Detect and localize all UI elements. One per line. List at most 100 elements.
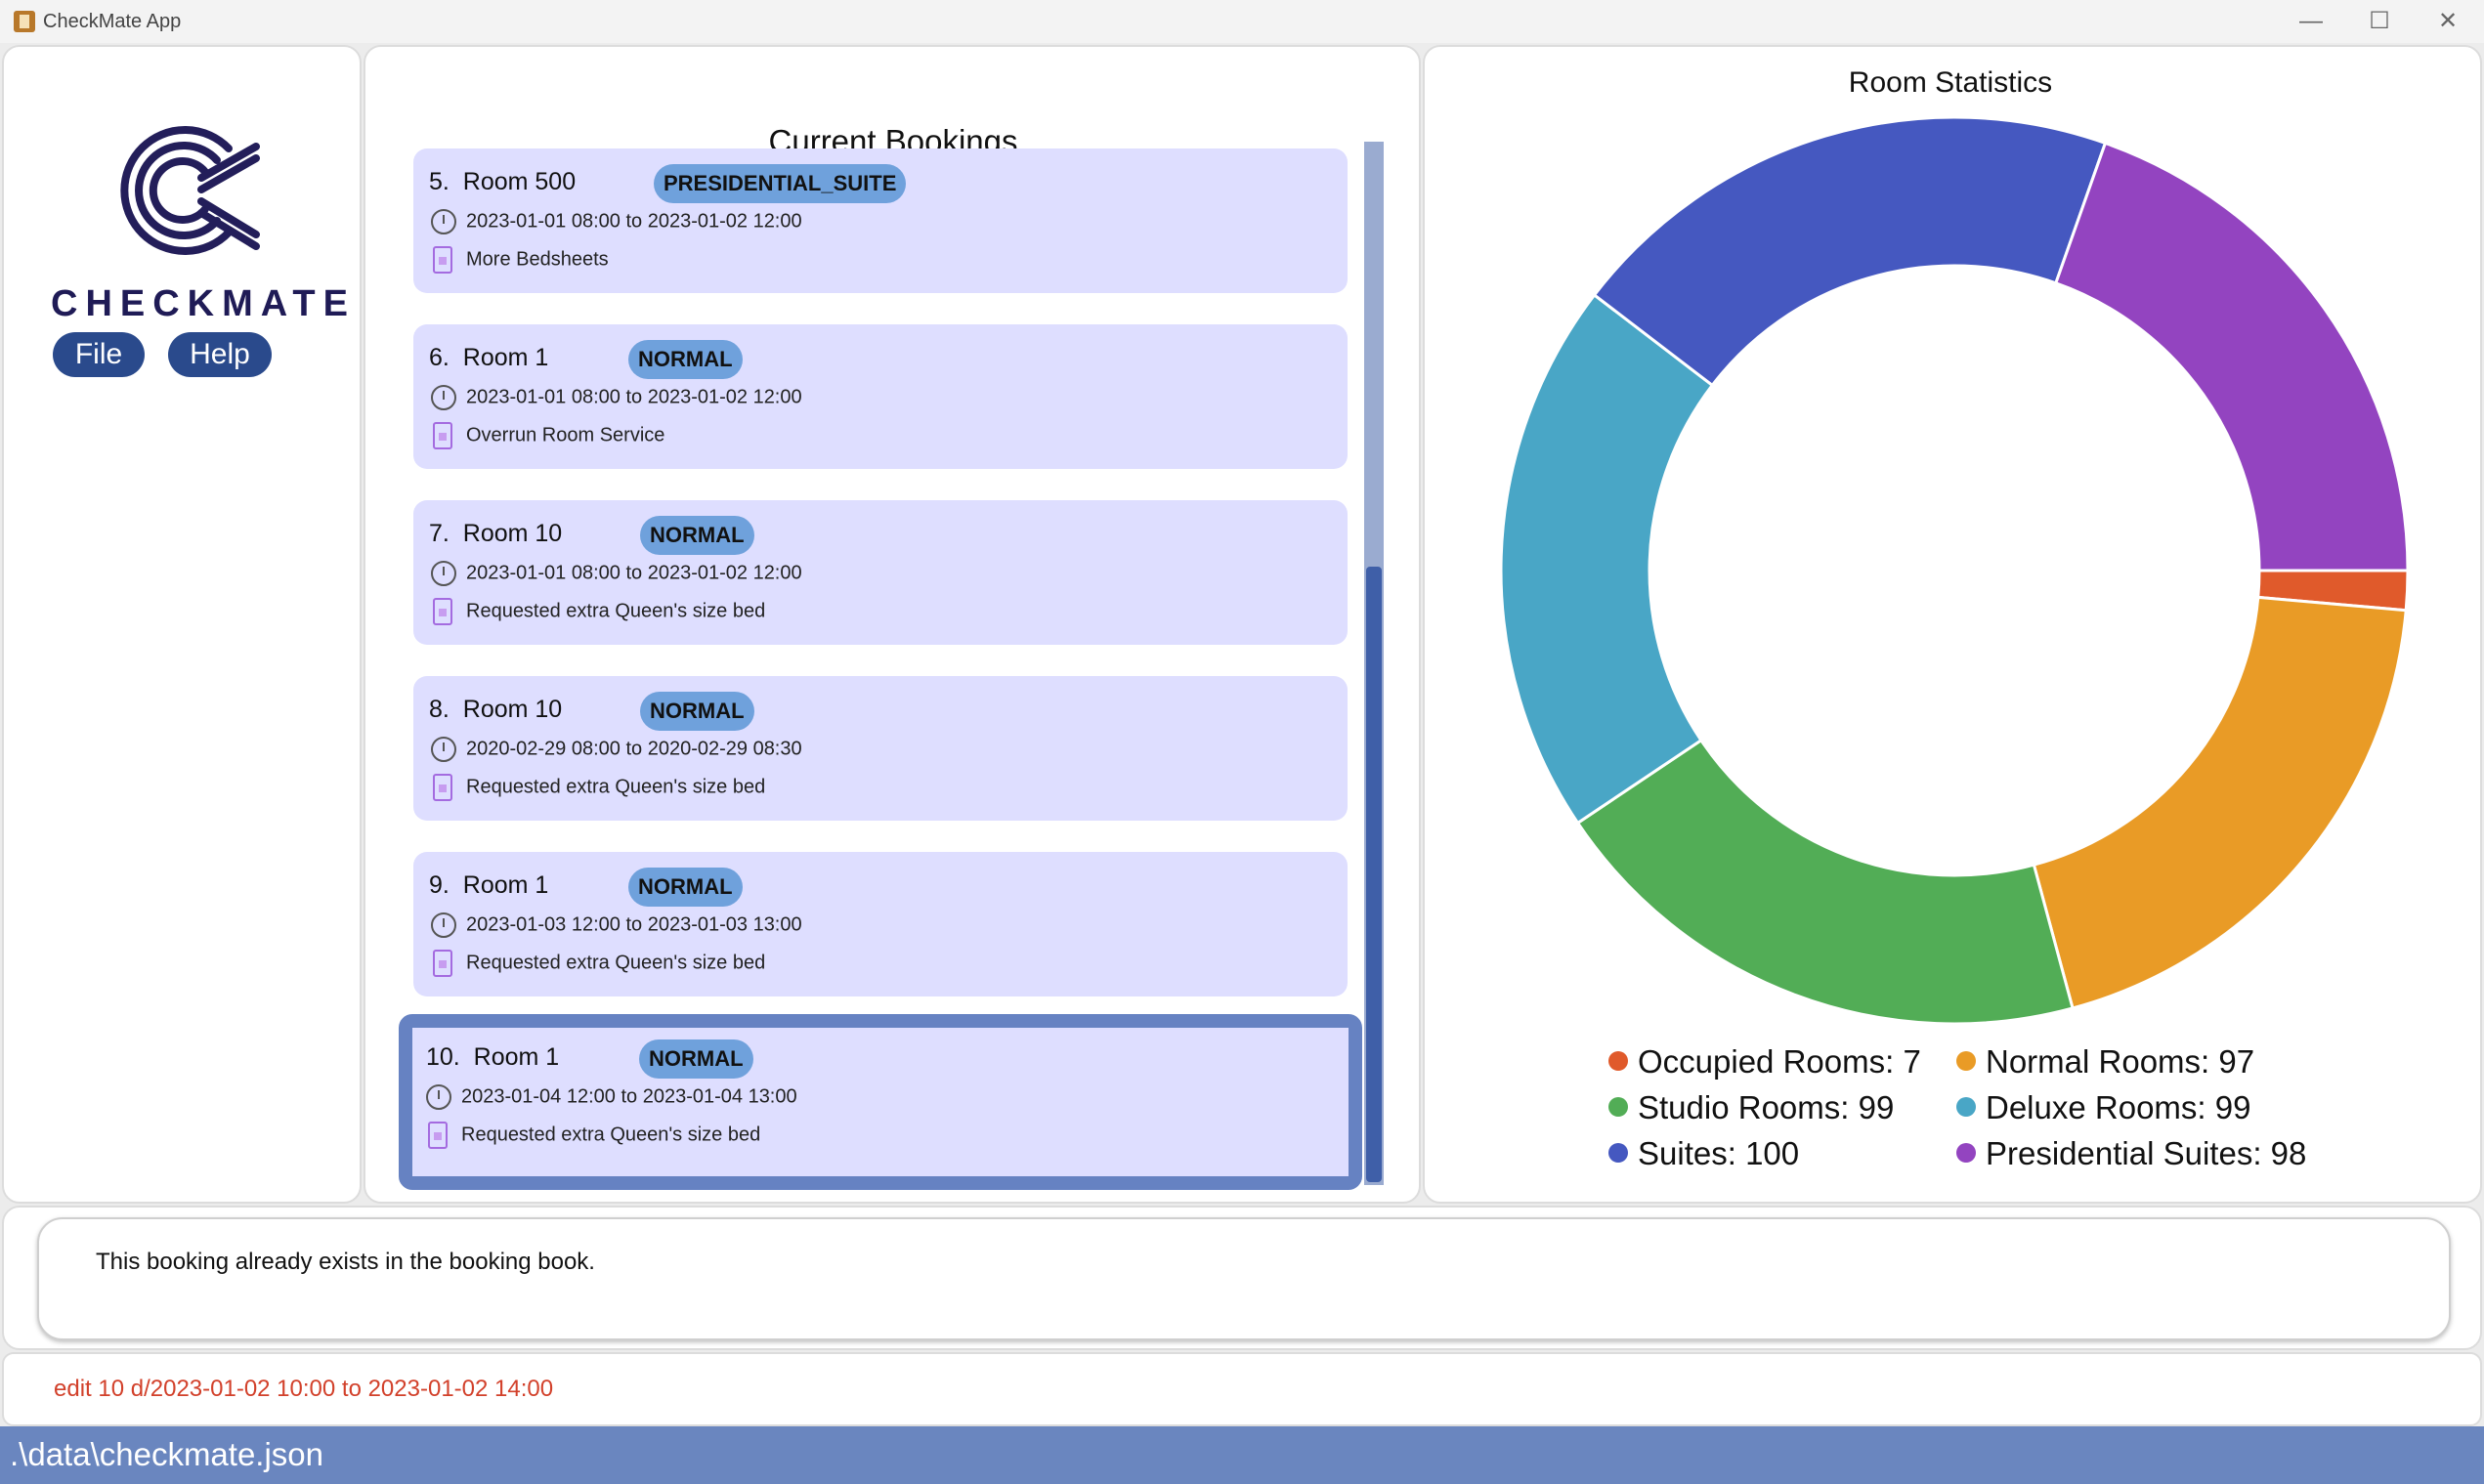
legend-item: Studio Rooms: 99 xyxy=(1608,1089,1894,1126)
clipboard-icon xyxy=(433,246,452,274)
booking-remark: Requested extra Queen's size bed xyxy=(466,952,766,974)
clock-icon xyxy=(431,561,456,586)
booking-remark-row: More Bedsheets xyxy=(433,246,609,274)
booking-remark-row: Requested extra Queen's size bed xyxy=(433,598,765,625)
legend-dot-icon xyxy=(1608,1143,1628,1164)
booking-index: 8. xyxy=(429,696,450,723)
booking-card[interactable]: 9. Room 1 NORMAL 2023-01-03 12:00 to 2023-… xyxy=(413,852,1348,996)
legend-dot-icon xyxy=(1956,1097,1976,1118)
room-statistics-donut-chart xyxy=(1499,115,2410,1026)
booking-room: Room 500 xyxy=(462,168,577,195)
legend-separator: : xyxy=(2197,1089,2215,1125)
help-menu-button[interactable]: Help xyxy=(168,332,272,377)
command-box[interactable] xyxy=(2,1352,2482,1426)
clipboard-icon xyxy=(433,950,452,977)
booking-header: 9. Room 1 xyxy=(429,871,548,900)
booking-card[interactable]: 5. Room 500 PRESIDENTIAL_SUITE 2023-01-01 … xyxy=(413,148,1348,293)
legend-value: 99 xyxy=(1858,1089,1895,1125)
legend-dot-icon xyxy=(1608,1051,1628,1072)
clipboard-icon xyxy=(433,422,452,449)
booking-header: 6. Room 1 xyxy=(429,344,548,372)
legend-dot-icon xyxy=(1956,1051,1976,1072)
room-type-badge: NORMAL xyxy=(628,340,743,379)
donut-slice-suites xyxy=(1592,115,2108,388)
booking-index: 9. xyxy=(429,871,450,899)
legend-separator: : xyxy=(2201,1043,2219,1080)
donut-slice-presidential-suites xyxy=(2053,141,2410,572)
title-bar: CheckMate App — ☐ ✕ xyxy=(0,0,2484,43)
legend-item: Suites: 100 xyxy=(1608,1135,1799,1172)
booking-period-row: 2023-01-01 08:00 to 2023-01-02 12:00 xyxy=(431,209,802,234)
booking-remark: Requested extra Queen's size bed xyxy=(466,600,766,622)
clipboard-icon xyxy=(428,1122,448,1149)
booking-index: 5. xyxy=(429,168,450,195)
legend-dot-icon xyxy=(1608,1097,1628,1118)
clock-icon xyxy=(431,737,456,762)
legend-item: Deluxe Rooms: 99 xyxy=(1956,1089,2250,1126)
legend-separator: : xyxy=(1840,1089,1859,1125)
checkmate-logo-icon xyxy=(120,126,260,255)
booking-period: 2023-01-01 08:00 to 2023-01-02 12:00 xyxy=(466,386,802,408)
clock-icon xyxy=(431,912,456,938)
clock-icon xyxy=(426,1084,451,1110)
booking-index: 6. xyxy=(429,344,450,371)
clock-icon xyxy=(431,209,456,234)
maximize-button[interactable]: ☐ xyxy=(2369,8,2390,34)
clipboard-icon xyxy=(433,598,452,625)
booking-index: 10. xyxy=(426,1043,460,1071)
legend-separator: : xyxy=(2252,1135,2271,1171)
save-file-path: .\data\checkmate.json xyxy=(10,1436,324,1472)
window-title: CheckMate App xyxy=(43,11,182,32)
logo-text: CHECKMATE xyxy=(51,283,356,324)
booking-card[interactable]: 10. Room 1 NORMAL 2023-01-04 12:00 to 2023… xyxy=(399,1014,1362,1190)
legend-separator: : xyxy=(1727,1135,1746,1171)
legend-dot-icon xyxy=(1956,1143,1976,1164)
legend-value: 100 xyxy=(1745,1135,1800,1171)
legend-value: 98 xyxy=(2270,1135,2307,1171)
booking-card[interactable]: 8. Room 10 NORMAL 2020-02-29 08:00 to 2020… xyxy=(413,676,1348,821)
booking-header: 5. Room 500 xyxy=(429,168,576,196)
booking-index: 7. xyxy=(429,520,450,547)
booking-period: 2023-01-03 12:00 to 2023-01-03 13:00 xyxy=(466,913,802,936)
legend-label: Suites xyxy=(1638,1135,1728,1171)
command-input[interactable]: edit 10 d/2023-01-02 10:00 to 2023-01-02… xyxy=(54,1376,554,1402)
booking-card[interactable]: 7. Room 10 NORMAL 2023-01-01 08:00 to 2023… xyxy=(413,500,1348,645)
booking-card[interactable]: 6. Room 1 NORMAL 2023-01-01 08:00 to 2023-… xyxy=(413,324,1348,469)
legend-label: Studio Rooms xyxy=(1638,1089,1841,1125)
legend-value: 99 xyxy=(2214,1089,2251,1125)
result-message: This booking already exists in the booki… xyxy=(96,1249,595,1275)
legend-item: Normal Rooms: 97 xyxy=(1956,1043,2254,1081)
sidebar-panel: CHECKMATE File Help xyxy=(2,45,362,1204)
booking-room: Room 1 xyxy=(462,871,549,899)
legend-label: Presidential Suites xyxy=(1986,1135,2253,1171)
minimize-button[interactable]: — xyxy=(2299,8,2323,34)
booking-remark: Overrun Room Service xyxy=(466,424,665,446)
booking-room: Room 10 xyxy=(462,520,563,547)
file-menu-button[interactable]: File xyxy=(53,332,145,377)
clock-icon xyxy=(431,385,456,410)
donut-slice-studio-rooms xyxy=(1575,738,2075,1026)
booking-header: 7. Room 10 xyxy=(429,520,562,548)
booking-period: 2023-01-01 08:00 to 2023-01-02 12:00 xyxy=(466,562,802,584)
clipboard-icon xyxy=(433,774,452,801)
close-button[interactable]: ✕ xyxy=(2437,8,2459,34)
legend-label: Occupied Rooms xyxy=(1638,1043,1886,1080)
booking-remark: Requested extra Queen's size bed xyxy=(461,1124,761,1146)
scrollbar-thumb[interactable] xyxy=(1366,567,1382,1182)
legend-label: Deluxe Rooms xyxy=(1986,1089,2198,1125)
booking-header: 10. Room 1 xyxy=(426,1043,559,1072)
booking-period-row: 2020-02-29 08:00 to 2020-02-29 08:30 xyxy=(431,737,802,762)
booking-room: Room 1 xyxy=(473,1043,560,1071)
room-type-badge: NORMAL xyxy=(639,1039,753,1079)
booking-room: Room 10 xyxy=(462,696,563,723)
chart-title: Room Statistics xyxy=(1848,66,2053,99)
booking-remark: More Bedsheets xyxy=(466,248,609,271)
room-type-badge: NORMAL xyxy=(640,692,754,731)
booking-room: Room 1 xyxy=(462,344,549,371)
booking-period-row: 2023-01-04 12:00 to 2023-01-04 13:00 xyxy=(426,1084,797,1110)
room-type-badge: PRESIDENTIAL_SUITE xyxy=(654,164,907,203)
booking-period-row: 2023-01-01 08:00 to 2023-01-02 12:00 xyxy=(431,561,802,586)
booking-period: 2023-01-04 12:00 to 2023-01-04 13:00 xyxy=(461,1085,797,1108)
booking-period: 2020-02-29 08:00 to 2020-02-29 08:30 xyxy=(466,738,802,760)
legend-value: 7 xyxy=(1903,1043,1921,1080)
